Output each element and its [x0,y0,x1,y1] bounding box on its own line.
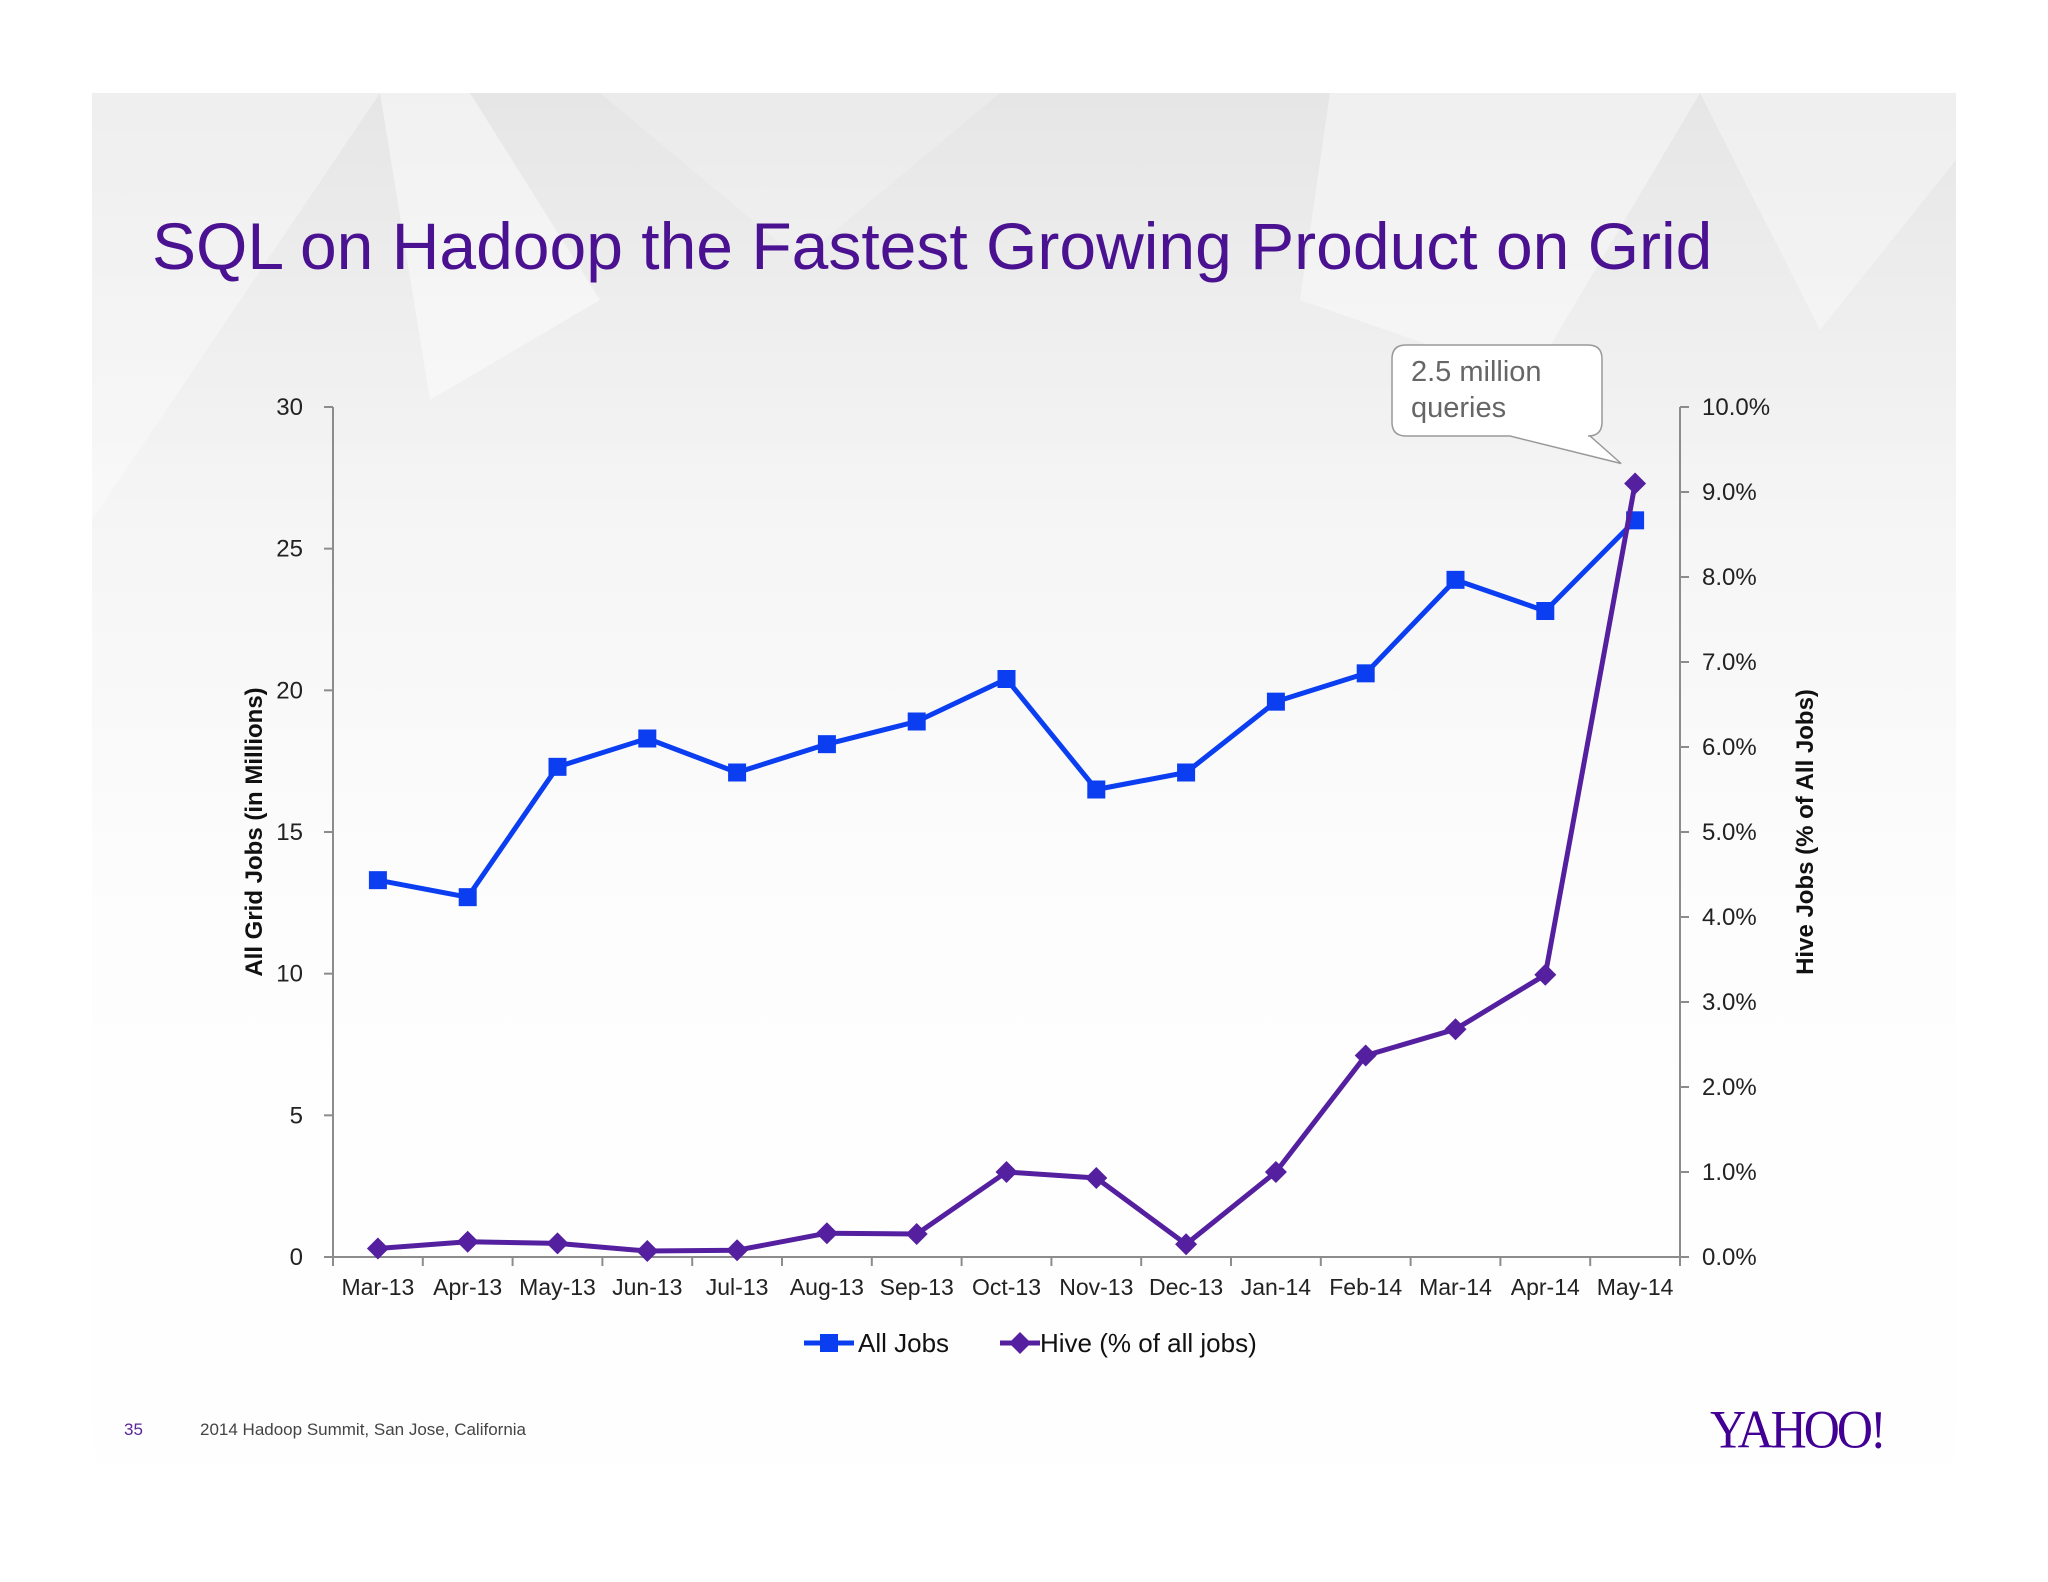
x-tick-label: Apr-14 [1511,1274,1580,1300]
x-tick-label: Mar-14 [1419,1274,1492,1300]
right-tick-label: 0.0% [1702,1244,1757,1271]
data-point-hive [905,1223,928,1246]
data-point-hive [1085,1166,1108,1189]
x-tick-label: Mar-13 [341,1274,414,1300]
data-point-hive [1534,963,1557,986]
data-point-hive [995,1161,1018,1183]
data-point-all-jobs [907,712,926,731]
page-number: 35 [124,1420,143,1439]
right-tick-label: 10.0% [1702,394,1770,421]
legend-marker-all-jobs [820,1334,838,1352]
data-point-all-jobs [1087,780,1106,799]
right-tick-label: 9.0% [1702,479,1757,506]
footer-text: 2014 Hadoop Summit, San Jose, California [200,1420,527,1439]
data-point-all-jobs [1177,763,1196,782]
left-tick-label: 30 [276,394,303,421]
left-tick-label: 15 [276,819,303,846]
annotation-text: 2.5 million [1411,356,1542,388]
data-point-hive [456,1230,479,1253]
x-tick-label: Aug-13 [790,1274,864,1300]
x-tick-label: May-13 [519,1274,596,1300]
right-tick-label: 5.0% [1702,819,1757,846]
annotation-text: queries [1411,392,1506,424]
left-tick-label: 25 [276,536,303,563]
data-point-hive [1624,472,1647,495]
data-point-hive [1354,1044,1377,1067]
legend-label-hive: Hive (% of all jobs) [1040,1328,1257,1358]
data-point-all-jobs [548,757,567,776]
right-tick-label: 2.0% [1702,1074,1757,1101]
x-tick-label: Apr-13 [433,1274,502,1300]
right-tick-label: 4.0% [1702,904,1757,931]
x-tick-label: Oct-13 [972,1274,1041,1300]
data-point-all-jobs [368,871,387,890]
data-point-hive [726,1239,749,1262]
legend-label-all-jobs: All Jobs [858,1328,949,1358]
data-point-all-jobs [728,763,747,782]
x-tick-label: Feb-14 [1329,1274,1402,1300]
left-tick-label: 20 [276,677,303,704]
data-point-all-jobs [997,670,1016,688]
data-point-all-jobs [458,888,477,907]
data-point-hive [546,1232,569,1255]
data-point-all-jobs [638,729,657,748]
right-tick-label: 7.0% [1702,649,1757,676]
x-tick-label: May-14 [1597,1274,1674,1300]
data-point-all-jobs [1446,570,1465,589]
x-tick-label: Jan-14 [1241,1274,1312,1300]
left-tick-label: 10 [276,961,303,988]
data-point-hive [1264,1161,1287,1183]
left-tick-label: 0 [290,1244,303,1271]
data-point-hive [636,1240,659,1263]
data-point-hive [1444,1018,1467,1041]
right-tick-label: 3.0% [1702,989,1757,1016]
data-point-all-jobs [1356,664,1375,683]
yahoo-logo: YAHOO! [1710,1399,1887,1460]
data-point-hive [815,1222,838,1245]
series-line-2 [377,483,1638,1254]
data-point-hive [1175,1233,1198,1256]
right-tick-label: 1.0% [1702,1159,1757,1186]
left-tick-label: 5 [290,1102,303,1129]
annotation-callout-box [1391,344,1622,465]
x-tick-label: Nov-13 [1059,1274,1133,1300]
data-point-hive [366,1237,389,1260]
data-point-all-jobs [817,735,836,754]
left-axis-title: All Grid Jobs (in Millions) [241,687,268,976]
slide-title: SQL on Hadoop the Fastest Growing Produc… [152,209,1713,283]
right-tick-label: 8.0% [1702,564,1757,591]
x-tick-label: Jul-13 [706,1274,769,1300]
x-tick-label: Jun-13 [612,1274,682,1300]
x-tick-label: Dec-13 [1149,1274,1223,1300]
data-point-all-jobs [1266,692,1285,711]
legend-marker-hive [1009,1332,1031,1354]
right-axis-title: Hive Jobs (% of All Jobs) [1792,689,1819,975]
data-point-all-jobs [1536,602,1555,620]
x-tick-label: Sep-13 [880,1274,954,1300]
right-tick-label: 6.0% [1702,734,1757,761]
